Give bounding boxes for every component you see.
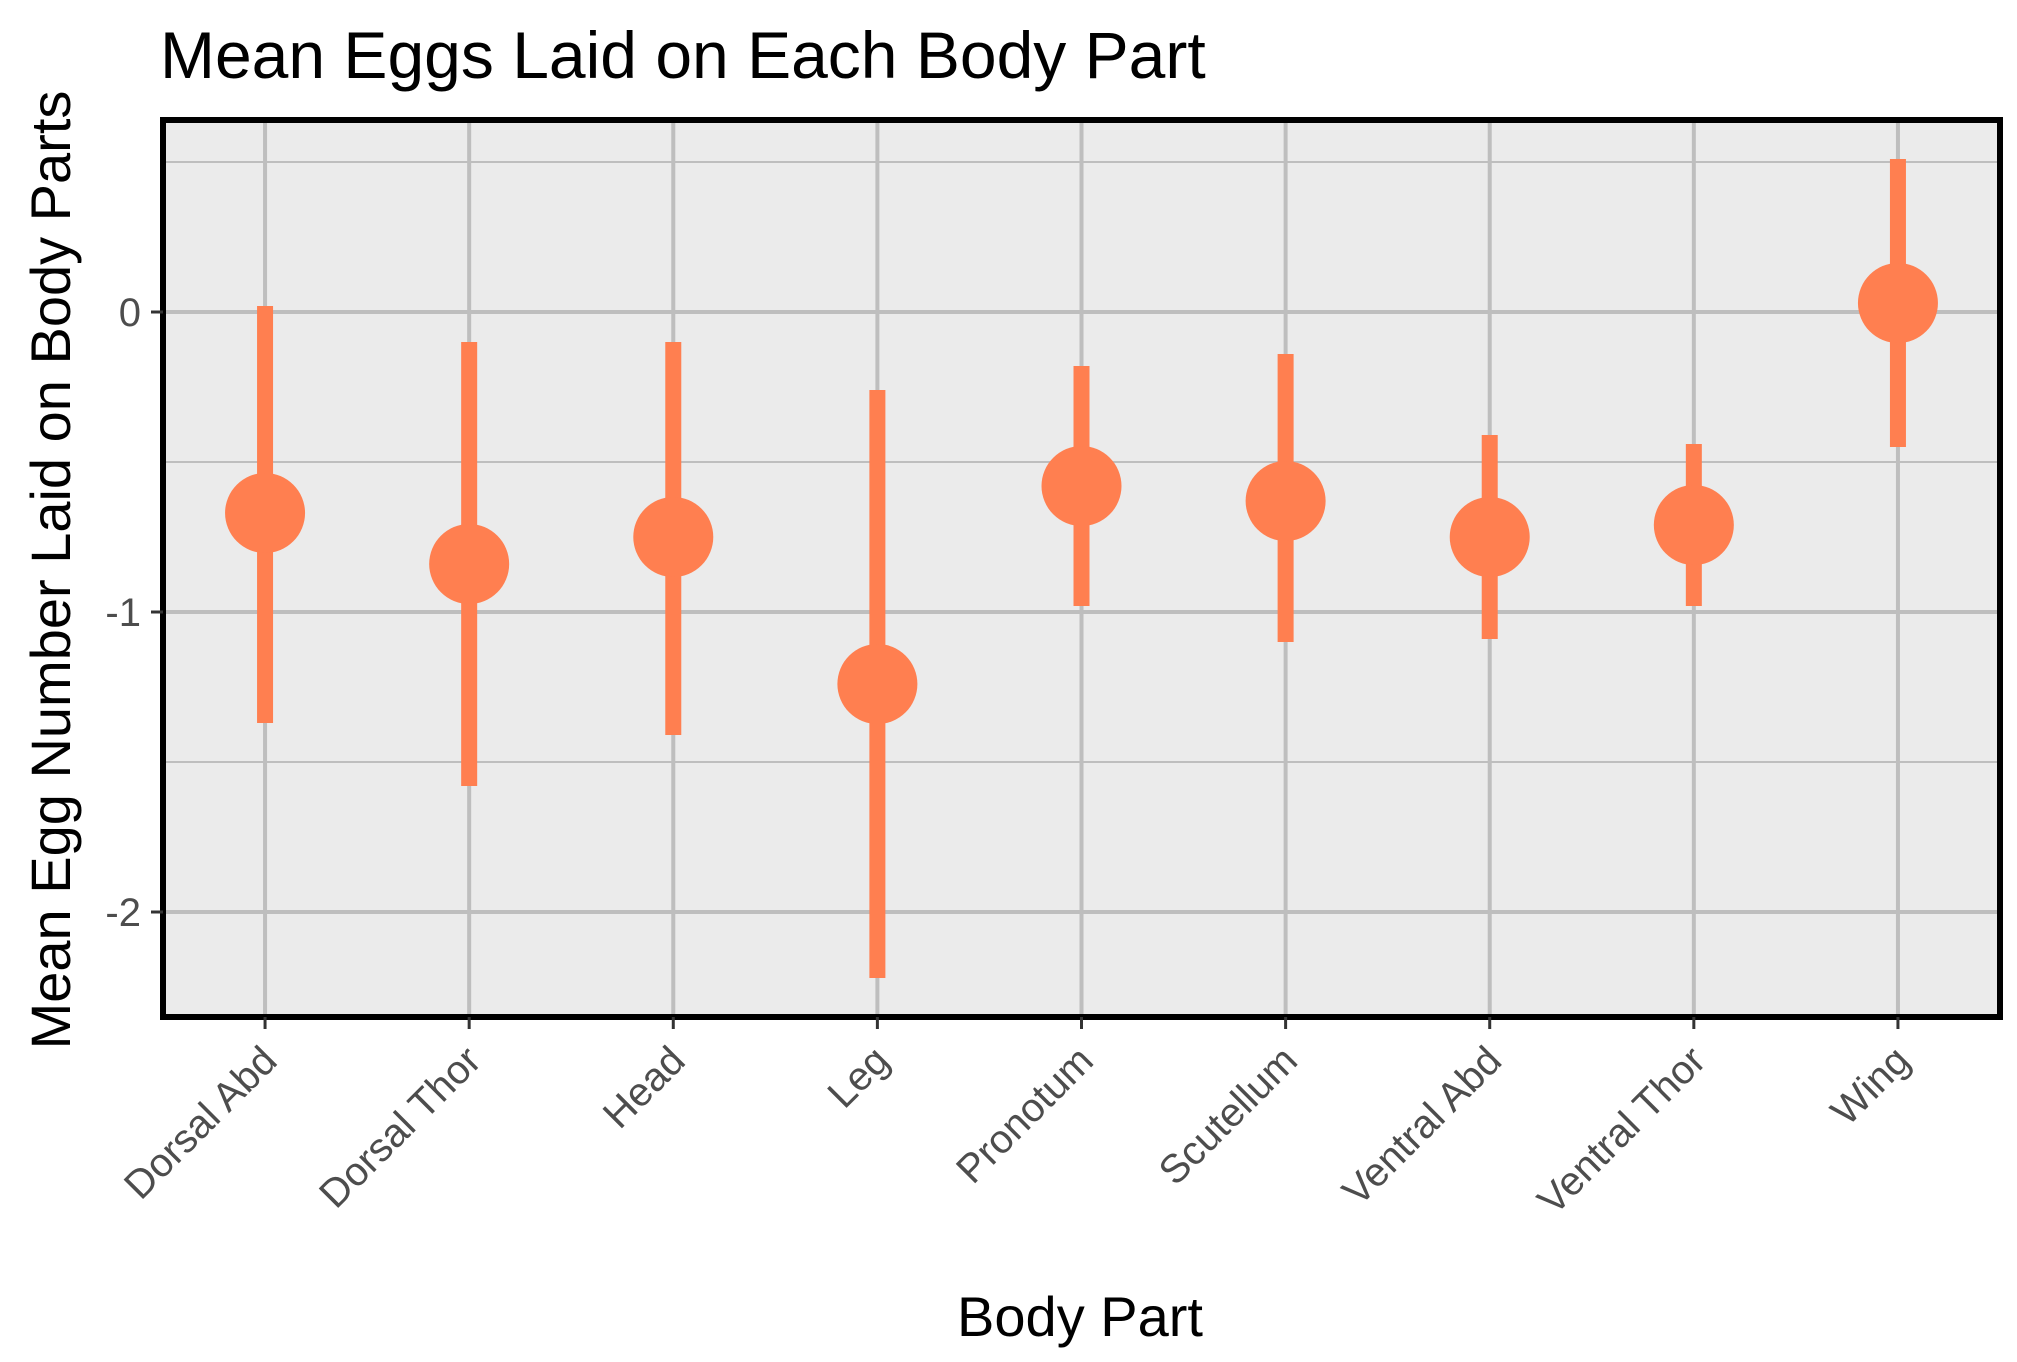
x-tick-label: Ventral Thor [1530, 1038, 1715, 1223]
x-tick-label: Leg [819, 1038, 897, 1116]
data-point [633, 497, 714, 577]
x-axis-title: Body Part [957, 1285, 1203, 1348]
x-tick-label: Dorsal Thor [311, 1038, 489, 1216]
data-point [1653, 485, 1734, 565]
y-axis-title: Mean Egg Number Laid on Body Parts [19, 91, 82, 1050]
y-tick-label: 0 [119, 291, 141, 335]
data-point [837, 644, 918, 724]
data-point [225, 473, 306, 553]
chart-title: Mean Eggs Laid on Each Body Part [160, 18, 1206, 92]
y-axis: 0 -1 -2 [105, 291, 163, 935]
x-tick-label: Pronotum [948, 1038, 1102, 1192]
x-tick-label: Dorsal Abd [116, 1038, 285, 1207]
data-point [429, 524, 510, 604]
data-point [1041, 446, 1122, 526]
x-tick-label: Scutellum [1151, 1038, 1306, 1193]
data-point [1449, 497, 1530, 577]
x-tick-label: Head [595, 1038, 694, 1137]
data-point [1245, 461, 1326, 541]
x-tick-label: Wing [1823, 1038, 1919, 1134]
data-point [1857, 263, 1938, 343]
points [225, 263, 1938, 724]
y-tick-label: -1 [105, 591, 141, 635]
x-axis: Dorsal Abd Dorsal Thor Head Leg Pronotum Scut… [116, 1017, 1918, 1223]
x-tick-label: Ventral Abd [1334, 1038, 1510, 1214]
y-tick-label: -2 [105, 891, 141, 935]
